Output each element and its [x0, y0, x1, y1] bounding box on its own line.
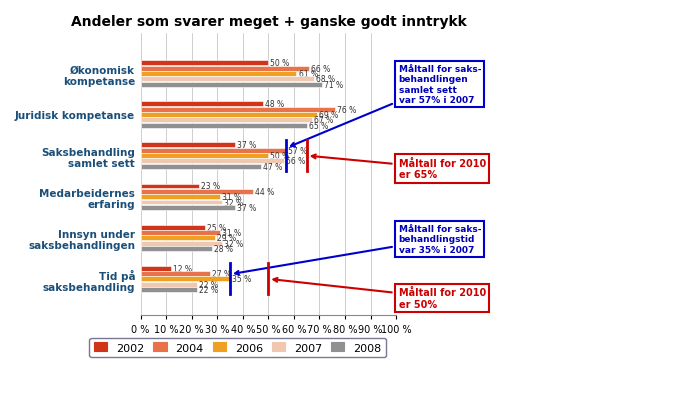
Bar: [141, 107, 335, 112]
Text: 68 %: 68 %: [317, 75, 335, 84]
Bar: [141, 143, 235, 148]
Bar: [141, 205, 235, 210]
Text: 50 %: 50 %: [270, 152, 290, 161]
Bar: [141, 148, 286, 153]
Text: 37 %: 37 %: [237, 203, 257, 212]
Text: Måltall for saks-
behandlingen
samlet sett
var 57% i 2007: Måltall for saks- behandlingen samlet se…: [291, 65, 481, 147]
Text: 57 %: 57 %: [288, 146, 308, 155]
Text: 32 %: 32 %: [224, 198, 244, 207]
Bar: [141, 236, 215, 241]
Text: 27 %: 27 %: [212, 269, 231, 278]
Text: 48 %: 48 %: [266, 100, 284, 109]
Text: 31 %: 31 %: [222, 193, 241, 202]
Bar: [141, 72, 297, 77]
Text: Måltall for 2010
er 65%: Måltall for 2010 er 65%: [312, 155, 486, 180]
Text: 65 %: 65 %: [308, 122, 328, 130]
Bar: [141, 277, 230, 282]
Text: 25 %: 25 %: [206, 223, 226, 232]
Bar: [141, 200, 222, 205]
Text: 22 %: 22 %: [199, 280, 218, 289]
Bar: [141, 164, 261, 169]
Text: 56 %: 56 %: [286, 157, 305, 166]
Bar: [141, 266, 171, 271]
Text: 66 %: 66 %: [311, 65, 331, 73]
Bar: [141, 61, 268, 66]
Text: 44 %: 44 %: [255, 187, 275, 196]
Bar: [141, 102, 264, 107]
Text: 22 %: 22 %: [199, 286, 218, 294]
Bar: [141, 77, 315, 82]
Text: 67 %: 67 %: [314, 116, 333, 125]
Text: 50 %: 50 %: [270, 59, 290, 68]
Bar: [141, 271, 210, 276]
Text: 28 %: 28 %: [214, 244, 233, 253]
Text: 47 %: 47 %: [263, 162, 282, 171]
Bar: [141, 288, 197, 292]
Text: 69 %: 69 %: [319, 111, 338, 119]
Text: 23 %: 23 %: [201, 182, 221, 191]
Bar: [141, 154, 268, 159]
Text: Måltall for 2010
er 50%: Måltall for 2010 er 50%: [273, 278, 486, 309]
Text: 29 %: 29 %: [217, 234, 236, 243]
Text: 76 %: 76 %: [337, 105, 356, 114]
Bar: [141, 282, 197, 287]
Text: 71 %: 71 %: [324, 80, 343, 89]
Bar: [141, 83, 322, 87]
Bar: [141, 246, 213, 251]
Bar: [141, 231, 220, 235]
Title: Andeler som svarer meget + ganske godt inntrykk: Andeler som svarer meget + ganske godt i…: [70, 15, 466, 29]
Text: 12 %: 12 %: [173, 264, 193, 273]
Bar: [141, 225, 204, 230]
Bar: [141, 118, 312, 123]
Text: 35 %: 35 %: [232, 275, 251, 284]
Bar: [141, 67, 309, 71]
Legend: 2002, 2004, 2006, 2007, 2008: 2002, 2004, 2006, 2007, 2008: [90, 338, 386, 357]
Text: 37 %: 37 %: [237, 141, 257, 150]
Bar: [141, 195, 220, 200]
Bar: [141, 159, 284, 164]
Bar: [141, 189, 253, 194]
Bar: [141, 241, 222, 246]
Text: Måltall for saks-
behandlingstid
var 35% i 2007: Måltall for saks- behandlingstid var 35%…: [235, 224, 481, 275]
Bar: [141, 124, 306, 128]
Bar: [141, 184, 199, 189]
Text: 31 %: 31 %: [222, 228, 241, 237]
Bar: [141, 113, 317, 117]
Text: 32 %: 32 %: [224, 239, 244, 248]
Text: 61 %: 61 %: [299, 70, 317, 79]
